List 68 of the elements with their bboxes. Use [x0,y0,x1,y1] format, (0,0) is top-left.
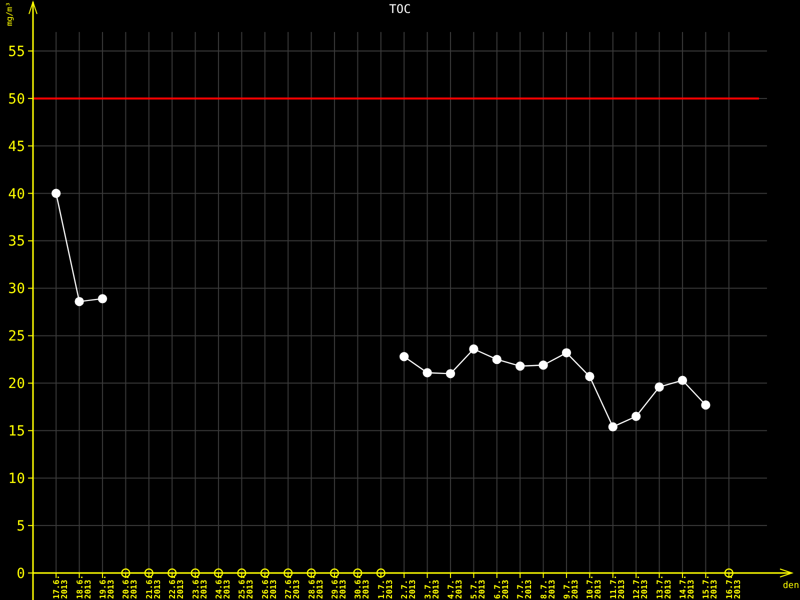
x-tick-label: 24.6.2013 [214,574,232,599]
x-tick-label: 22.6.2013 [168,574,186,599]
y-tick-label: 50 [8,91,25,108]
point [654,382,664,392]
point [74,296,84,306]
x-axis-title: den [782,581,800,591]
point [214,568,224,578]
point [284,568,293,578]
point [701,400,710,410]
x-tick-label: 28.6.2013 [307,574,324,599]
x-tick-label: 1.7.2013 [376,580,394,599]
point [516,361,525,371]
y-tick-label: 45 [8,138,25,155]
y-tick-label: 10 [8,470,25,487]
x-tick-label: 17.6.2013 [52,574,70,599]
x-tick-label: 27.6.2013 [284,574,302,599]
point [608,422,618,432]
point [538,360,548,370]
point [52,188,61,198]
x-tick-label: 7.7.2013 [516,580,534,599]
x-tick-label: 4.7.2013 [446,580,464,599]
y-tick-label: 35 [8,234,25,250]
x-tick-label: 2.7.2013 [400,580,418,599]
x-tick-label: 12.7.2013 [632,574,650,599]
y-tick-label: 40 [8,186,25,202]
point [168,568,177,578]
x-tick-label: 29.6.2013 [330,574,348,599]
point [330,568,340,578]
x-tick-label: 30.6.2013 [354,574,371,599]
y-tick-label: 5 [16,518,25,534]
y-tick-label: 30 [8,281,25,298]
x-tick-label: 14.7.2013 [678,574,696,599]
point [446,369,456,378]
x-tick-label: 20.6.2013 [122,574,139,599]
y-axis-title: mg/m³ [5,2,14,26]
y-tick-label: 0 [16,566,25,582]
x-tick-label: 10.7.2013 [586,574,603,599]
x-tick-label: 16.7.2013 [724,574,742,599]
x-tick-label: 26.6.2013 [260,574,278,599]
point [144,568,154,578]
point [400,352,409,362]
x-tick-label: 11.7.2013 [608,574,626,599]
x-tick-label: 6.7.2013 [492,580,510,599]
x-tick-label: 19.6.2013 [98,574,116,599]
point [98,294,108,304]
x-tick-label: 13.7.2013 [655,574,672,599]
y-tick-label: 15 [8,424,25,440]
x-tick-label: 9.7.2013 [562,580,580,599]
x-tick-label: 21.6.2013 [144,574,162,599]
x-tick-label: 25.6.2013 [238,574,255,599]
point [678,376,688,385]
point [585,372,594,382]
y-tick-label: 25 [8,328,25,345]
point [376,568,386,578]
point [469,344,478,354]
y-tick-label: 55 [8,44,25,60]
point [632,412,641,421]
x-tick-label: 23.6.2013 [191,574,208,599]
x-tick-label: 15.7.2013 [702,574,719,599]
x-tick-label: 5.7.2013 [470,580,487,599]
x-tick-label: 18.6.2013 [75,574,92,599]
chart-title: TOC [389,2,411,16]
point [422,368,432,378]
x-tick-label: 3.7.2013 [423,580,440,599]
y-tick-label: 20 [8,376,25,392]
point [562,348,572,358]
point [492,354,502,364]
x-tick-label: 8.7.2013 [539,580,556,599]
